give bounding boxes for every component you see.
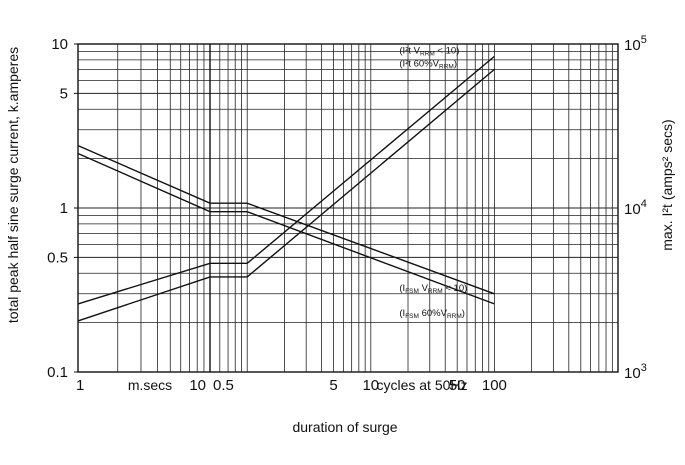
- y-tick-label: 0.1: [47, 364, 68, 381]
- y-tick-label: 10: [51, 36, 68, 53]
- series-line-4: [77, 152, 495, 305]
- x-sublabel-cycles: cycles at 50Hz: [376, 377, 467, 393]
- series-lines: (I²t VRRM < 10)(I²t 60%VRRM) (IFSM VRRM <…: [77, 45, 495, 322]
- x-tick-label-ms: 1: [76, 377, 84, 394]
- x-sublabel-msecs: m.secs: [128, 377, 172, 393]
- y-tick-label: 5: [60, 85, 68, 102]
- x-tick-label-cycles: 100: [482, 377, 507, 394]
- x-tick-label-cycles: 10: [362, 377, 379, 394]
- x-tick-label-cycles: 5: [329, 377, 337, 394]
- series-line-2: [77, 68, 495, 322]
- y-axis-title-left: total peak half sine surge current, k.am…: [5, 47, 21, 323]
- series-line-3: [77, 144, 495, 295]
- series-label-3: (IFSM VRRM < 10): [399, 283, 467, 295]
- series-label-1: (I²t VRRM < 10): [399, 45, 459, 57]
- x-tick-label-cycles: 50: [449, 377, 466, 394]
- x-axis-title: duration of surge: [292, 419, 397, 435]
- x-tick-label-cycles: 0.5: [213, 377, 234, 394]
- y-right-tick-label: 104: [624, 198, 647, 218]
- series-line-1: [77, 55, 495, 305]
- y-tick-label: 1: [60, 200, 68, 217]
- grid-lines: [77, 43, 619, 373]
- y-axis-title-right: max. I²t (amps² secs): [659, 119, 675, 250]
- y-right-tick-label: 103: [624, 362, 647, 382]
- series-label-2: (I²t 60%VRRM): [399, 58, 457, 70]
- tick-labels: 0.1 0.5 1 5 10 103 104 105 1 10 0.5 5 10 50 100: [47, 34, 647, 394]
- x-tick-label-ms: 10: [189, 377, 206, 394]
- y-tick-label: 0.5: [47, 249, 68, 266]
- series-label-4: (IFSM 60%VRRM): [399, 308, 465, 320]
- y-right-tick-label: 105: [624, 34, 647, 54]
